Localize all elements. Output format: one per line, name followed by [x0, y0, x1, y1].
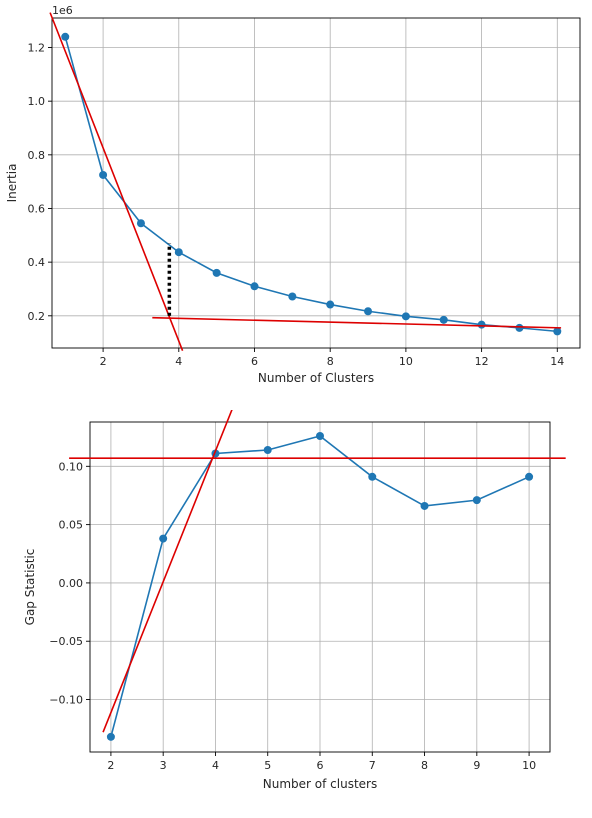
y-axis-label: Gap Statistic	[23, 549, 37, 626]
y-tick-label: 0.10	[59, 460, 84, 473]
data-point	[477, 320, 486, 329]
annotation-layer	[49, 12, 562, 351]
data-point	[368, 472, 377, 481]
data-point	[288, 292, 297, 301]
x-tick-label: 8	[421, 759, 428, 772]
x-tick-label: 7	[369, 759, 376, 772]
y-tick-label: 1.2	[28, 42, 46, 55]
data-point	[212, 268, 221, 277]
red-annotation-line	[152, 316, 562, 329]
data-point	[472, 496, 481, 505]
x-tick-label: 4	[212, 759, 219, 772]
x-axis-label: Number of Clusters	[258, 371, 374, 385]
plot-frame	[51, 17, 581, 349]
y-tick-label: −0.05	[49, 635, 83, 648]
x-tick-label: 9	[473, 759, 480, 772]
x-axis-label: Number of clusters	[263, 777, 377, 791]
data-point	[106, 732, 115, 741]
data-point	[553, 327, 562, 336]
x-tick-label: 10	[399, 355, 413, 368]
y-tick-label: 1.0	[28, 95, 46, 108]
y-tick-label: 0.8	[28, 149, 46, 162]
inertia-chart: 2 4 6 8 10 12 14 0.2 0.4 0.6 0.8 1.0 1.2 Number of Cl…	[5, 4, 581, 385]
x-tick-label: 3	[160, 759, 167, 772]
data-point	[326, 300, 335, 309]
x-tick-label: 4	[175, 355, 182, 368]
gap-statistic-chart: 2 3 4 5 6 7 8 9 10 −0.10 −0.05 0.00 0.05 0.10 Number o…	[23, 410, 566, 791]
x-tick-label: 10	[522, 759, 536, 772]
data-point	[439, 315, 448, 324]
y-tick-label: 0.2	[28, 310, 46, 323]
data-point	[263, 445, 272, 454]
annotation-layer	[69, 410, 566, 733]
data-point	[401, 312, 410, 321]
y-tick-label: 0.00	[59, 577, 84, 590]
data-point	[99, 170, 108, 179]
x-tick-label: 8	[327, 355, 334, 368]
data-point	[525, 472, 534, 481]
x-tick-label: 6	[251, 355, 258, 368]
x-tick-label: 6	[317, 759, 324, 772]
x-tick-label: 2	[107, 759, 114, 772]
y-offset-label: 1e6	[52, 4, 73, 17]
data-point	[364, 307, 373, 316]
x-tick-label: 5	[264, 759, 271, 772]
y-tick-label: 0.6	[28, 202, 46, 215]
red-annotation-line	[102, 410, 233, 733]
data-point	[174, 248, 183, 257]
y-tick-label: 0.05	[59, 519, 84, 532]
data-point	[316, 431, 324, 440]
data-point	[420, 501, 429, 510]
data-point	[136, 219, 145, 228]
y-tick-label: 0.4	[28, 256, 46, 269]
x-tick-label: 12	[475, 355, 489, 368]
data-point	[515, 323, 524, 332]
data-point	[159, 534, 168, 543]
series-line	[64, 36, 558, 333]
data-point	[61, 32, 70, 41]
y-tick-label: −0.10	[49, 694, 83, 707]
y-axis-label: Inertia	[5, 164, 19, 203]
x-tick-label: 14	[550, 355, 564, 368]
x-tick-label: 2	[100, 355, 107, 368]
red-annotation-line	[49, 12, 184, 351]
data-point	[250, 282, 259, 291]
